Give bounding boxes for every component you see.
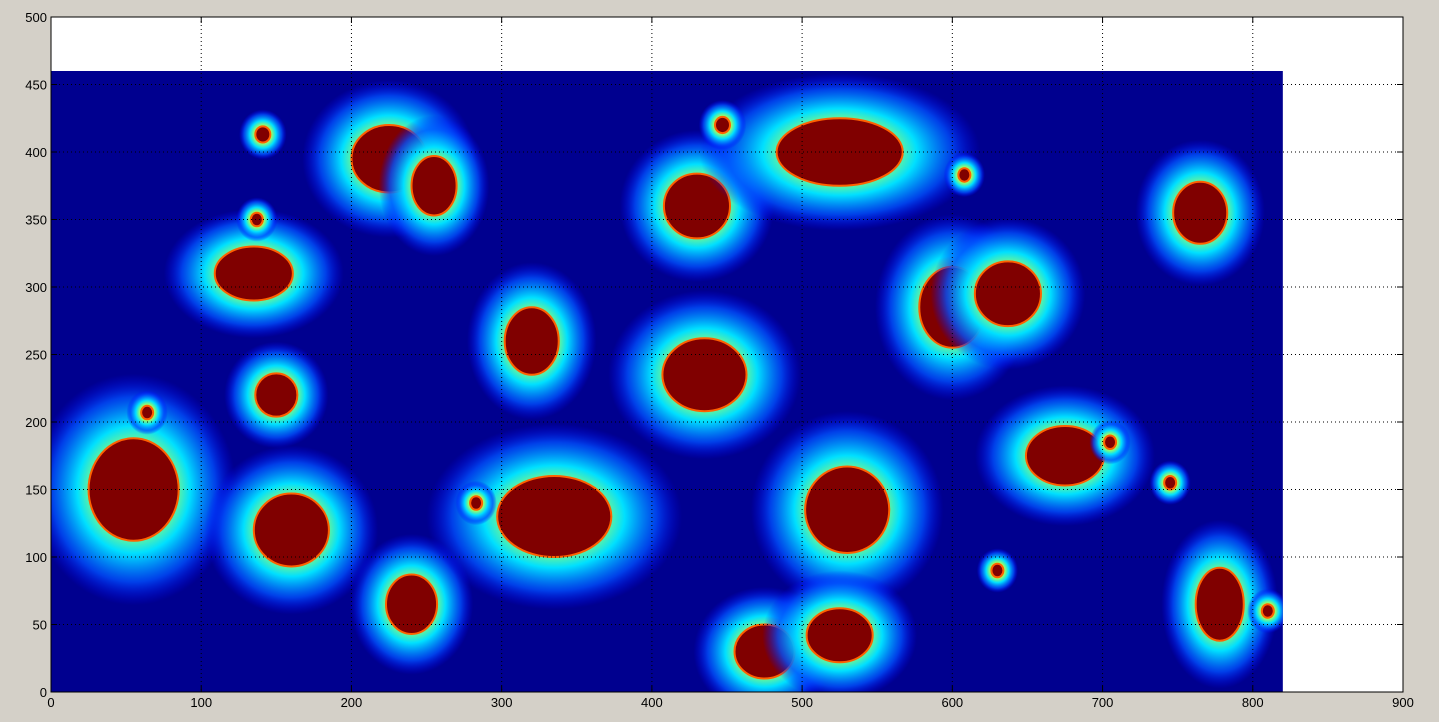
hotspot-core (975, 261, 1041, 326)
y-tick-label: 450 (25, 78, 47, 93)
y-tick-label: 50 (33, 618, 47, 633)
hotspot-core (991, 564, 1003, 578)
hotspot-core (412, 156, 457, 215)
hotspot-core (958, 168, 970, 182)
hotspot-core (215, 247, 293, 301)
hotspot-core (497, 476, 611, 557)
y-tick-label: 300 (25, 280, 47, 295)
hotspot-core (254, 494, 329, 567)
hotspot-core (470, 496, 482, 510)
y-tick-label: 200 (25, 415, 47, 430)
y-tick-label: 150 (25, 483, 47, 498)
x-tick-label: 0 (47, 695, 54, 710)
hotspot-core (251, 213, 263, 227)
hotspot-core (89, 438, 179, 541)
hotspot-core (662, 338, 746, 411)
hotspot-core (807, 608, 873, 662)
y-tick-label: 250 (25, 348, 47, 363)
hotspot-core (715, 117, 730, 133)
hotspot-core (1262, 604, 1274, 618)
hotspot-core (1196, 568, 1244, 641)
hotspot-core (255, 373, 297, 416)
x-tick-label: 900 (1392, 695, 1414, 710)
chart: 0 100 200 300 400 500 600 700 800 900 0 50 100 150 200… (0, 0, 1439, 722)
y-tick-label: 400 (25, 145, 47, 160)
hotspot-core (386, 575, 437, 634)
x-tick-label: 700 (1092, 695, 1114, 710)
x-tick-label: 200 (341, 695, 363, 710)
x-tick-label: 300 (491, 695, 513, 710)
y-tick-label: 0 (40, 685, 47, 700)
x-tick-label: 800 (1242, 695, 1264, 710)
hotspot-core (505, 307, 559, 375)
hotspot-core (805, 467, 889, 553)
hotspot-core (255, 126, 270, 142)
y-tick-label: 350 (25, 213, 47, 228)
x-tick-label: 500 (791, 695, 813, 710)
x-tick-label: 600 (941, 695, 963, 710)
hotspot-core (141, 406, 153, 420)
y-tick-label: 500 (25, 10, 47, 25)
hotspot-core (1173, 182, 1227, 244)
hotspot-core (1164, 476, 1176, 490)
y-tick-label: 100 (25, 550, 47, 565)
hotspot-core (1104, 436, 1116, 450)
x-tick-label: 100 (190, 695, 212, 710)
image (31, 71, 1288, 716)
x-tick-label: 400 (641, 695, 663, 710)
